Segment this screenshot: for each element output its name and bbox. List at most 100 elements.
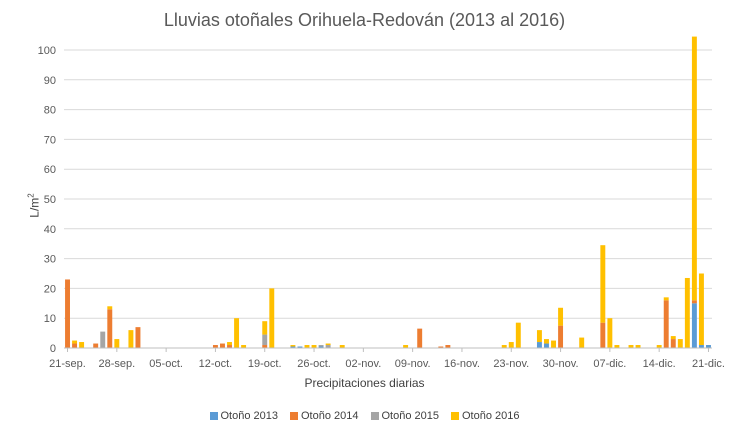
y-tick-label: 10 bbox=[44, 313, 56, 325]
bar-oto-o-2013 bbox=[698, 345, 704, 348]
bar-oto-o-2016 bbox=[403, 345, 409, 348]
legend: Otoño 2013 Otoño 2014 Otoño 2015 Otoño 2016 bbox=[0, 410, 729, 422]
bar-oto-o-2016 bbox=[607, 318, 613, 348]
bar-oto-o-2016 bbox=[698, 273, 704, 346]
bar-oto-o-2016 bbox=[107, 306, 113, 310]
x-tick-label: 09-nov. bbox=[395, 358, 431, 370]
bar-oto-o-2015 bbox=[100, 331, 106, 348]
x-tick-label: 21-sep. bbox=[49, 358, 86, 370]
bar-oto-o-2016 bbox=[551, 340, 556, 348]
bar-oto-o-2016 bbox=[290, 345, 296, 347]
bar-oto-o-2013 bbox=[691, 303, 697, 348]
bar-oto-o-2014 bbox=[227, 345, 232, 348]
bar-oto-o-2014 bbox=[663, 300, 669, 348]
bar-oto-o-2016 bbox=[227, 342, 232, 346]
bar-oto-o-2016 bbox=[234, 318, 240, 348]
y-tick-label: 0 bbox=[50, 343, 56, 355]
x-tick-label: 30-nov. bbox=[543, 358, 579, 370]
bar-oto-o-2016 bbox=[114, 339, 120, 348]
y-axis-ticks: 0 10 20 30 40 50 60 70 80 90 100 bbox=[38, 45, 56, 355]
y-tick-label: 30 bbox=[44, 254, 56, 266]
bar-oto-o-2016 bbox=[128, 330, 134, 348]
y-tick-label: 70 bbox=[44, 134, 56, 146]
legend-label: Otoño 2014 bbox=[301, 410, 359, 423]
bar-oto-o-2016 bbox=[262, 321, 268, 335]
y-tick-label: 40 bbox=[44, 224, 56, 236]
bar-oto-o-2016 bbox=[684, 277, 690, 348]
y-tick-label: 100 bbox=[38, 45, 56, 57]
bar-oto-o-2016 bbox=[670, 336, 676, 340]
bar-oto-o-2016 bbox=[311, 345, 317, 348]
x-tick-label: 19-oct. bbox=[248, 358, 282, 370]
legend-swatch bbox=[209, 412, 218, 421]
bar-oto-o-2014 bbox=[558, 325, 564, 348]
bar-oto-o-2014 bbox=[220, 343, 225, 348]
bar-oto-o-2016 bbox=[628, 345, 634, 348]
legend-item: Otoño 2016 bbox=[451, 410, 520, 422]
y-tick-label: 50 bbox=[44, 194, 56, 206]
legend-label: Otoño 2013 bbox=[220, 410, 279, 423]
bar-oto-o-2014 bbox=[107, 309, 113, 348]
x-tick-label: 21-dic. bbox=[692, 358, 725, 370]
bar-oto-o-2016 bbox=[339, 345, 345, 348]
bar-oto-o-2016 bbox=[72, 340, 78, 344]
bar-oto-o-2014 bbox=[445, 345, 451, 348]
bar-oto-o-2016 bbox=[558, 307, 564, 326]
bar-oto-o-2013 bbox=[536, 342, 542, 348]
x-tick-label: 12-oct. bbox=[199, 358, 233, 370]
legend-item: Otoño 2015 bbox=[370, 410, 440, 423]
bar-oto-o-2013 bbox=[318, 346, 324, 348]
x-tick-label: 26-oct. bbox=[297, 358, 331, 370]
bar-oto-o-2016 bbox=[579, 337, 585, 348]
legend-swatch bbox=[370, 412, 379, 421]
bar-oto-o-2013 bbox=[290, 346, 296, 348]
bar-oto-o-2014 bbox=[93, 343, 99, 348]
legend-swatch bbox=[451, 412, 459, 421]
bar-oto-o-2013 bbox=[706, 345, 711, 348]
x-axis-ticks: 21-sep. 28-sep. 05-oct. 12-oct. 19-oct. 26-oc… bbox=[49, 348, 725, 370]
bar-oto-o-2015 bbox=[318, 345, 324, 347]
bar-oto-o-2016 bbox=[656, 345, 662, 348]
bar-oto-o-2016 bbox=[614, 345, 620, 348]
bar-oto-o-2016 bbox=[635, 345, 641, 348]
legend-item: Otoño 2013 bbox=[209, 410, 279, 423]
bar-oto-o-2016 bbox=[508, 342, 514, 348]
bar-oto-o-2016 bbox=[515, 322, 521, 348]
bar-oto-o-2015 bbox=[262, 334, 268, 346]
bar-oto-o-2014 bbox=[212, 345, 218, 348]
x-tick-label: 23-nov. bbox=[493, 358, 529, 370]
x-tick-label: 05-oct. bbox=[149, 358, 183, 370]
bar-oto-o-2014 bbox=[438, 346, 444, 348]
bar-oto-o-2014 bbox=[72, 343, 78, 348]
bar-oto-o-2016 bbox=[241, 345, 247, 348]
x-tick-label: 14-dic. bbox=[643, 358, 676, 370]
bars bbox=[65, 36, 711, 348]
bar-oto-o-2015 bbox=[325, 345, 331, 348]
gridlines bbox=[64, 49, 712, 319]
chart-title: Lluvias otoñales Orihuela-Redován (2013 … bbox=[163, 10, 566, 30]
x-axis-label: Precipitaciones diarias bbox=[304, 376, 425, 390]
y-tick-label: 60 bbox=[44, 164, 56, 176]
y-tick-label: 90 bbox=[44, 75, 56, 87]
bar-oto-o-2016 bbox=[304, 345, 310, 348]
bar-oto-o-2016 bbox=[544, 339, 549, 344]
bar-oto-o-2016 bbox=[269, 288, 275, 348]
bar-oto-o-2016 bbox=[501, 345, 507, 348]
legend-label: Otoño 2015 bbox=[381, 410, 440, 423]
x-tick-label: 07-dic. bbox=[593, 358, 626, 370]
bar-oto-o-2016 bbox=[536, 330, 542, 343]
bar-oto-o-2016 bbox=[677, 339, 683, 348]
bar-oto-o-2016 bbox=[600, 245, 606, 323]
bar-oto-o-2013 bbox=[297, 346, 303, 348]
x-tick-label: 16-nov. bbox=[444, 358, 480, 370]
bar-oto-o-2014 bbox=[670, 339, 676, 348]
bar-oto-o-2014 bbox=[417, 328, 423, 348]
x-tick-label: 02-nov. bbox=[345, 358, 381, 370]
legend-item: Otoño 2014 bbox=[290, 410, 359, 422]
y-tick-label: 20 bbox=[44, 283, 56, 295]
bar-oto-o-2014 bbox=[691, 300, 697, 304]
legend-label: Otoño 2016 bbox=[462, 410, 520, 423]
bar-oto-o-2016 bbox=[325, 343, 331, 346]
bar-oto-o-2014 bbox=[600, 322, 606, 348]
